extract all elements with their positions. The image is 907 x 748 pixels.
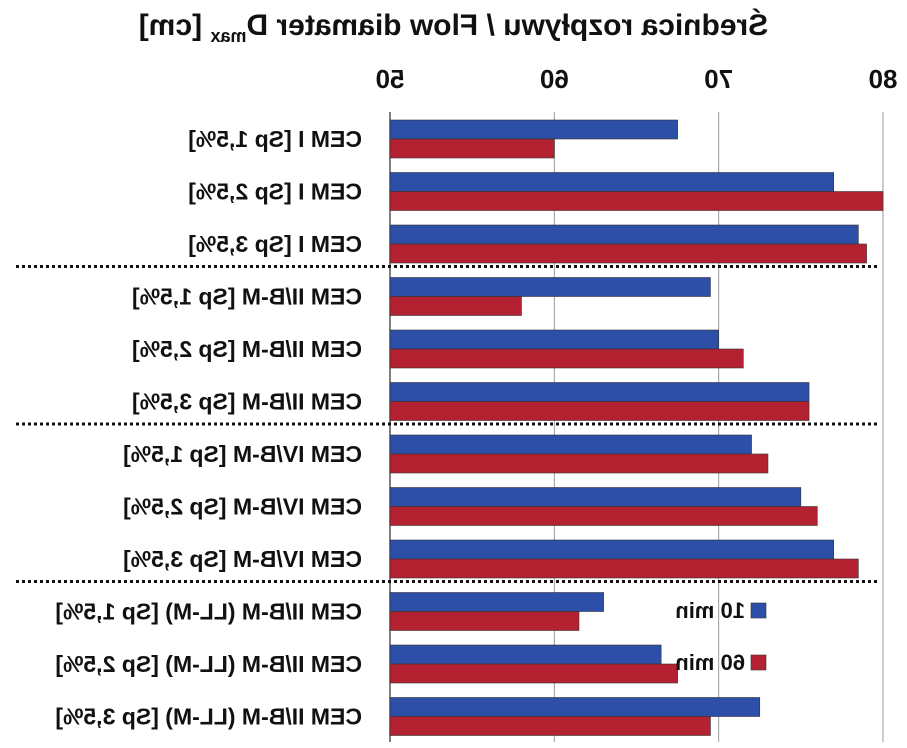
bar-ten-min — [389, 224, 859, 245]
legend-swatch — [750, 654, 767, 671]
bar-sixty-min — [389, 611, 580, 631]
category-label: CEM I [Sp 2,5%] — [188, 179, 362, 205]
bar-ten-min — [389, 487, 802, 507]
category-label: CEM I [Sp 1,5%] — [188, 126, 362, 152]
legend-swatch — [750, 602, 767, 619]
bar-ten-min — [389, 119, 678, 140]
bar-sixty-min — [389, 401, 810, 421]
bar-ten-min — [389, 697, 761, 717]
tick-label: 60 — [540, 64, 569, 94]
tick-label: 80 — [869, 64, 898, 94]
category-label: CEM II/B-M [Sp 2,5%] — [132, 336, 362, 362]
bar-ten-min — [389, 172, 834, 192]
bar-ten-min — [389, 434, 752, 455]
category-label: CEM II/B-M (LL-M) [Sp 2,5%] — [55, 651, 362, 677]
bar-sixty-min — [389, 296, 522, 316]
category-label: CEM IV/B-M [Sp 2,5%] — [123, 494, 362, 520]
bar-sixty-min — [389, 506, 818, 526]
bar-sixty-min — [389, 663, 678, 684]
bar-sixty-min — [389, 348, 744, 369]
bar-ten-min — [389, 592, 604, 612]
bar-sixty-min — [389, 138, 555, 159]
tick-label: 70 — [704, 64, 733, 94]
bar-ten-min — [389, 382, 810, 402]
category-label: CEM IV/B-M [Sp 1,5%] — [123, 441, 362, 467]
bar-sixty-min — [389, 453, 769, 474]
category-label: CEM I [Sp 3,5%] — [188, 231, 362, 257]
legend-label: 10 min — [675, 598, 745, 623]
category-label: CEM IV/B-M [Sp 3,5%] — [123, 546, 362, 572]
category-label: CEM II/B-M (LL-M) [Sp 3,5%] — [55, 704, 362, 730]
bar-ten-min — [389, 277, 711, 297]
bar-sixty-min — [389, 191, 884, 211]
bar-sixty-min — [389, 243, 867, 264]
bar-sixty-min — [389, 716, 711, 736]
category-label: CEM II/B-M (LL-M) [Sp 1,5%] — [55, 599, 362, 625]
bar-sixty-min — [389, 558, 859, 579]
category-label: CEM II/B-M [Sp 1,5%] — [132, 284, 362, 310]
bar-ten-min — [389, 644, 662, 665]
legend-label: 60 min — [675, 650, 745, 675]
tick-label: 50 — [376, 64, 405, 94]
bar-ten-min — [389, 329, 719, 350]
category-label: CEM II/B-M [Sp 3,5%] — [132, 389, 362, 415]
bar-ten-min — [389, 539, 834, 560]
